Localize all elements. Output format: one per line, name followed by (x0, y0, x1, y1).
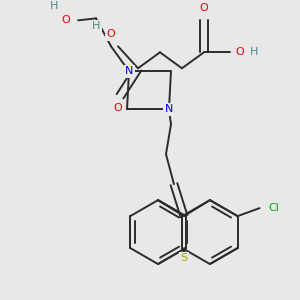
Text: H: H (250, 47, 258, 57)
Text: H: H (92, 21, 100, 31)
Text: O: O (62, 15, 70, 26)
Text: H: H (50, 2, 58, 11)
Text: Cl: Cl (268, 203, 279, 213)
Text: O: O (107, 29, 116, 39)
Text: N: N (125, 66, 133, 76)
Text: S: S (180, 253, 188, 263)
Text: N: N (165, 104, 173, 114)
Text: O: O (236, 47, 244, 57)
Text: O: O (114, 103, 122, 113)
Text: O: O (200, 3, 208, 14)
